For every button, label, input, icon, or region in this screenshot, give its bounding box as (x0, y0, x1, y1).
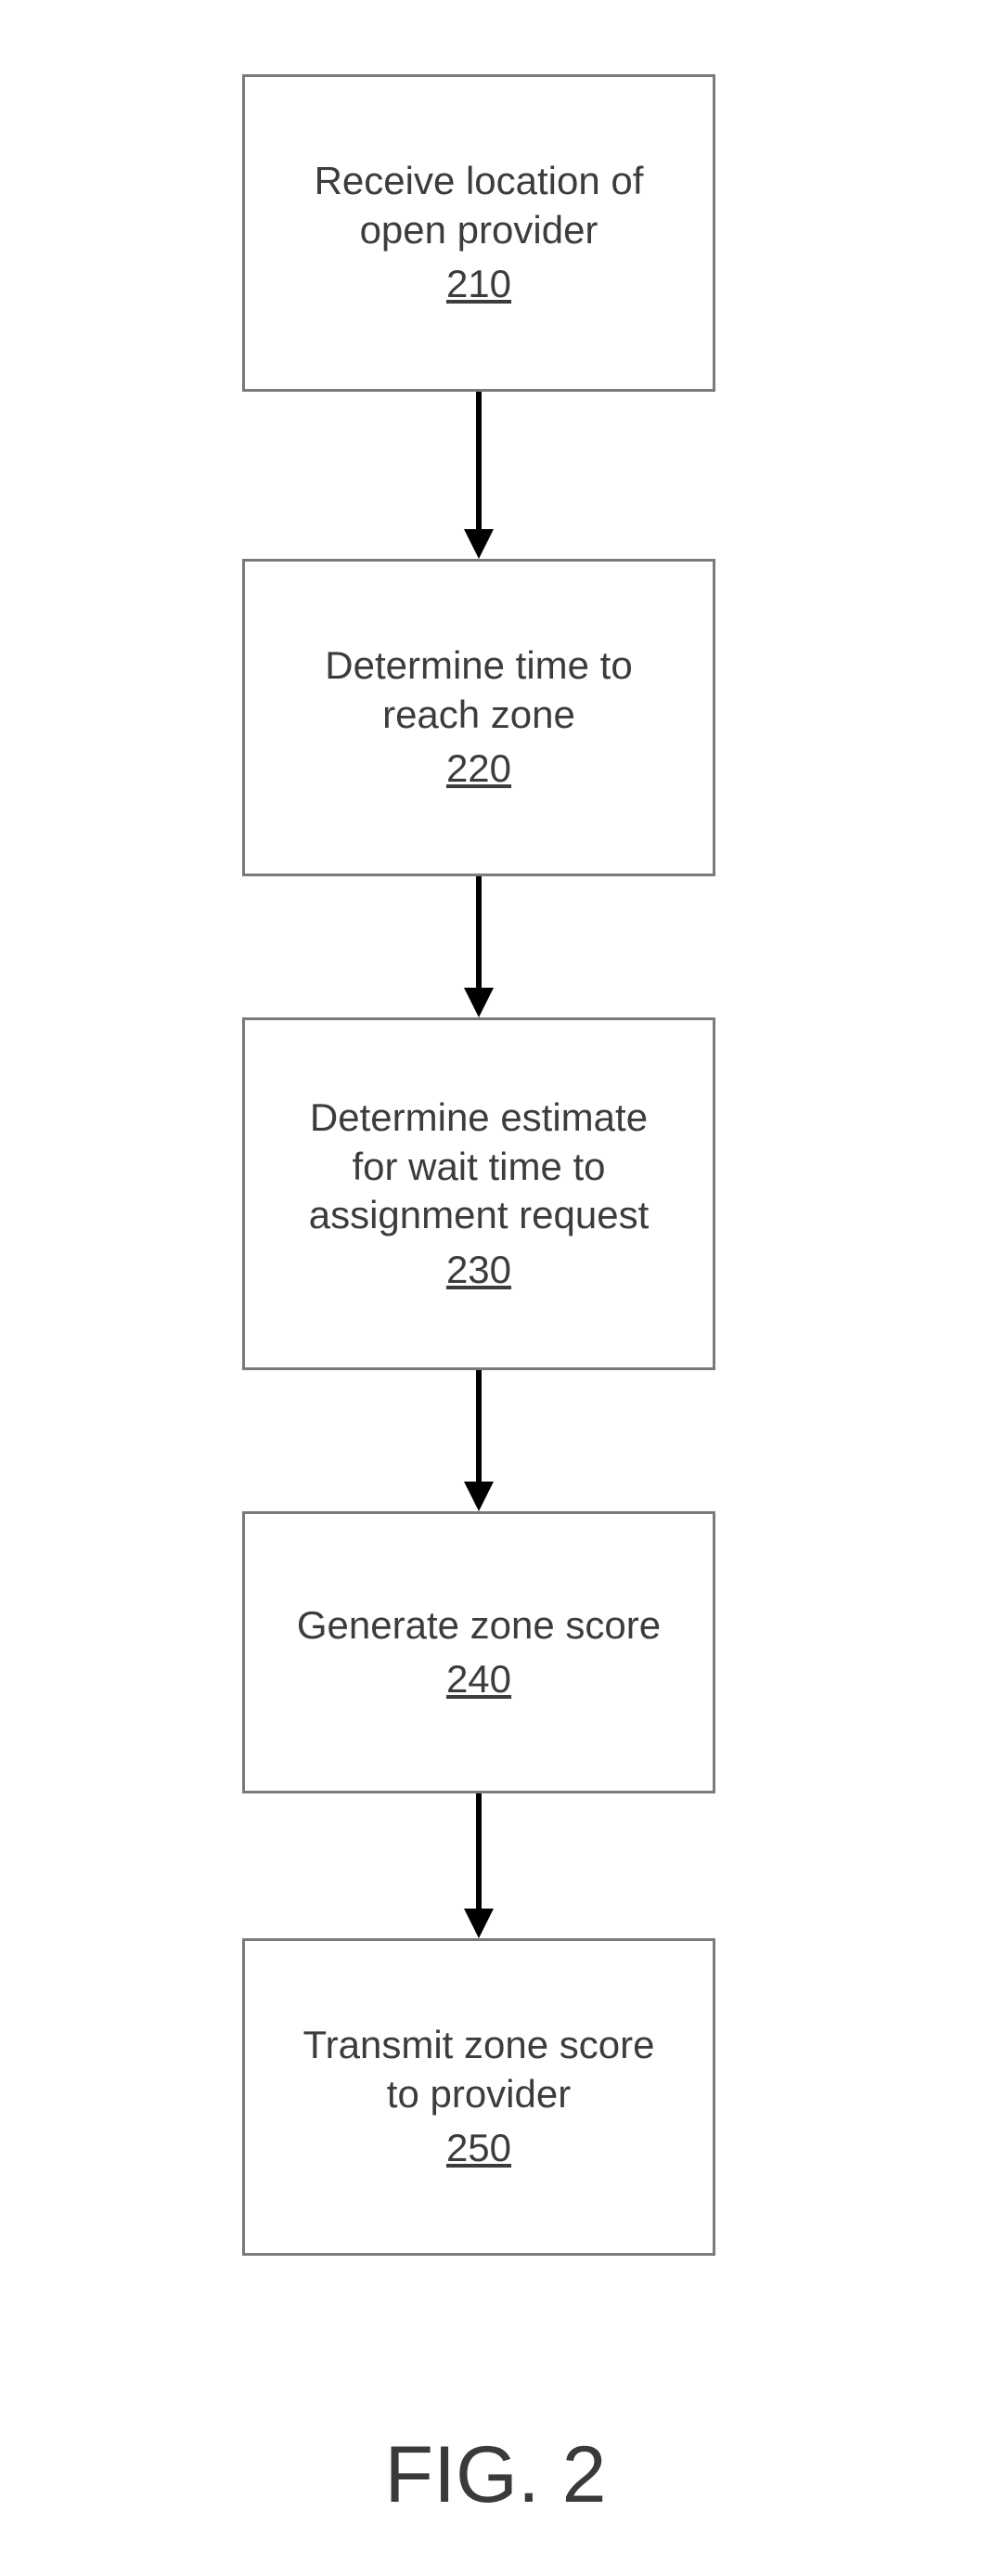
flow-arrow-head-icon (464, 988, 494, 1017)
flow-node-ref: 240 (446, 1655, 511, 1704)
flow-node-ref: 230 (446, 1246, 511, 1295)
flow-node-transmit-score: Transmit zone score to provider 250 (242, 1938, 715, 2256)
flow-node-determine-time: Determine time to reach zone 220 (242, 559, 715, 876)
flow-node-label: Generate zone score (297, 1601, 661, 1650)
flow-node-label: Receive location of open provider (315, 157, 644, 254)
flowchart-canvas: Receive location of open provider 210 De… (0, 0, 991, 2576)
flow-node-label: Determine estimate for wait time to assi… (309, 1094, 650, 1240)
flow-arrow-head-icon (464, 1482, 494, 1511)
flow-arrow-head-icon (464, 529, 494, 559)
figure-caption: FIG. 2 (0, 2429, 991, 2521)
flow-node-receive-location: Receive location of open provider 210 (242, 74, 715, 392)
flow-arrow-shaft (476, 1370, 482, 1482)
flow-arrow-head-icon (464, 1909, 494, 1938)
flow-node-label: Transmit zone score to provider (303, 2021, 655, 2118)
flow-node-ref: 220 (446, 744, 511, 794)
flow-node-determine-estimate: Determine estimate for wait time to assi… (242, 1017, 715, 1370)
flow-node-ref: 210 (446, 260, 511, 309)
flow-arrow-shaft (476, 392, 482, 529)
flow-node-label: Determine time to reach zone (325, 641, 632, 739)
flow-node-generate-score: Generate zone score 240 (242, 1511, 715, 1793)
flow-arrow-shaft (476, 876, 482, 988)
flow-arrow-shaft (476, 1793, 482, 1909)
flow-node-ref: 250 (446, 2124, 511, 2173)
